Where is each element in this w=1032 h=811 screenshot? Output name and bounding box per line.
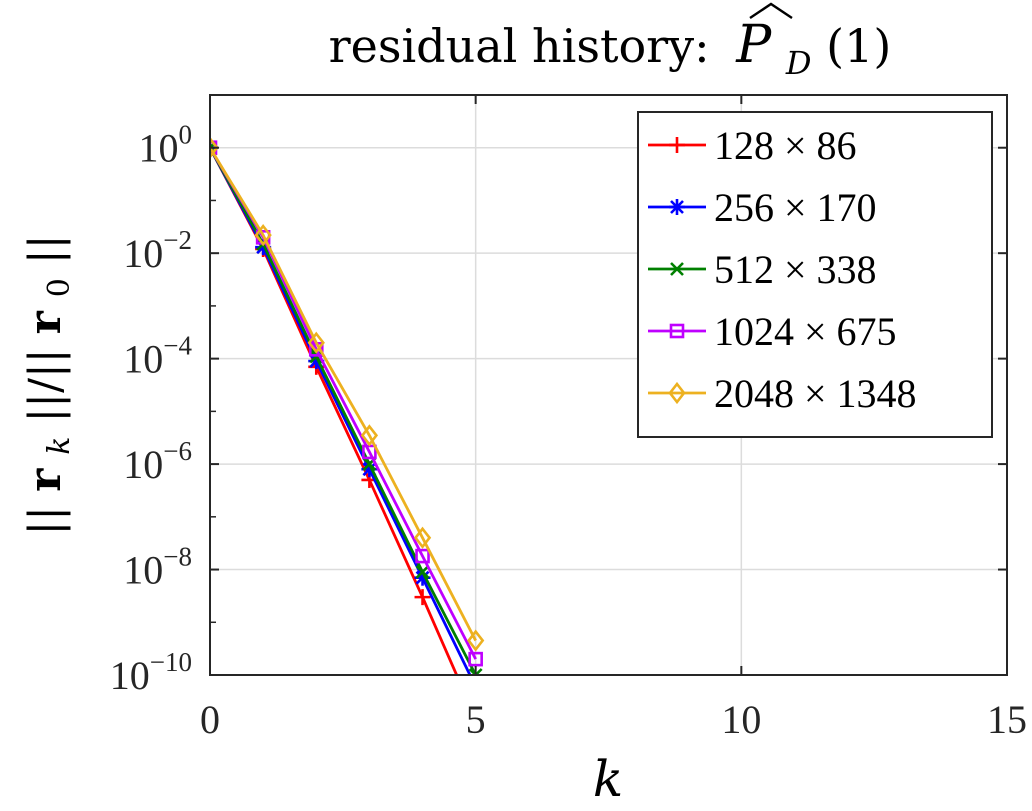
x-axis-label: k bbox=[593, 750, 623, 808]
chart-title-argument: (1) bbox=[826, 19, 891, 73]
y-label-r0: r bbox=[20, 310, 71, 334]
y-label-sub-k: k bbox=[42, 437, 77, 455]
data-point-cross bbox=[468, 668, 483, 675]
chart-title: residual history: P D (1) bbox=[329, 15, 892, 85]
legend-label: 256 × 170 bbox=[714, 185, 877, 230]
chart-title-symbol: P bbox=[735, 15, 772, 75]
legend-label: 1024 × 675 bbox=[714, 309, 897, 354]
chart-title-subscript: D bbox=[785, 44, 812, 82]
title-hat-accent bbox=[749, 2, 793, 19]
legend-item: 2048 × 1348 bbox=[648, 371, 917, 416]
y-tick-label: 10−8 bbox=[123, 542, 192, 593]
legend-item: 256 × 170 bbox=[648, 185, 877, 230]
y-label-r: r bbox=[20, 468, 71, 492]
tick-labels: 0 5 10 15 100 10−2 10−4 10−6 10−8 10−10 bbox=[110, 120, 1027, 742]
legend-marker-diamond bbox=[668, 381, 686, 405]
series-line-2 bbox=[210, 147, 477, 675]
axes-box bbox=[209, 94, 1008, 676]
data-point-diamond bbox=[360, 424, 379, 447]
data-point-diamond bbox=[210, 136, 219, 159]
chart-title-prefix: residual history: bbox=[329, 19, 710, 73]
series-line-4 bbox=[210, 147, 477, 642]
data-point-square bbox=[415, 548, 430, 564]
legend-marker-square bbox=[669, 323, 685, 339]
y-label-open-norm: || bbox=[20, 506, 71, 536]
legend-label: 512 × 338 bbox=[714, 247, 877, 292]
data-point-plus bbox=[414, 589, 431, 606]
legend-label: 2048 × 1348 bbox=[714, 371, 917, 416]
y-tick-label: 10−6 bbox=[123, 436, 192, 487]
legend-marker-asterisk bbox=[669, 199, 685, 215]
data-point-diamond bbox=[413, 526, 432, 549]
data-point-cross bbox=[415, 565, 430, 579]
y-tick-label: 10−10 bbox=[110, 647, 192, 698]
y-tick-label: 10−4 bbox=[123, 331, 192, 382]
x-tick-label: 10 bbox=[721, 697, 761, 742]
data-point-diamond bbox=[307, 331, 325, 354]
x-tick-label: 5 bbox=[466, 697, 486, 742]
x-tick-label: 0 bbox=[200, 697, 220, 742]
y-label-mid: ||/|| bbox=[20, 348, 71, 422]
data-point-square bbox=[468, 651, 483, 667]
series-layer bbox=[210, 136, 485, 695]
legend-marker-cross bbox=[670, 262, 684, 276]
legend-box bbox=[637, 111, 993, 438]
legend-item: 1024 × 675 bbox=[648, 309, 897, 354]
legend-marker-plus bbox=[669, 137, 685, 153]
data-point-asterisk bbox=[468, 679, 484, 695]
tick-marks bbox=[209, 94, 1008, 676]
legend-label: 128 × 86 bbox=[714, 123, 857, 168]
legend-item: 512 × 338 bbox=[648, 247, 877, 292]
legend-item: 128 × 86 bbox=[648, 123, 857, 168]
y-axis-label: || r k ||/|| r 0 || bbox=[20, 234, 80, 535]
y-tick-label: 10−2 bbox=[123, 225, 192, 276]
y-tick-label: 100 bbox=[139, 120, 193, 171]
y-label-sub-0: 0 bbox=[42, 278, 77, 297]
y-label-close-norm: || bbox=[20, 234, 71, 264]
x-tick-label: 15 bbox=[987, 697, 1027, 742]
data-point-diamond bbox=[254, 224, 272, 247]
data-point-diamond bbox=[467, 629, 485, 652]
legend: 128 × 86 256 × 170 512 × 338 1024 × 675 2048… bbox=[637, 111, 993, 438]
